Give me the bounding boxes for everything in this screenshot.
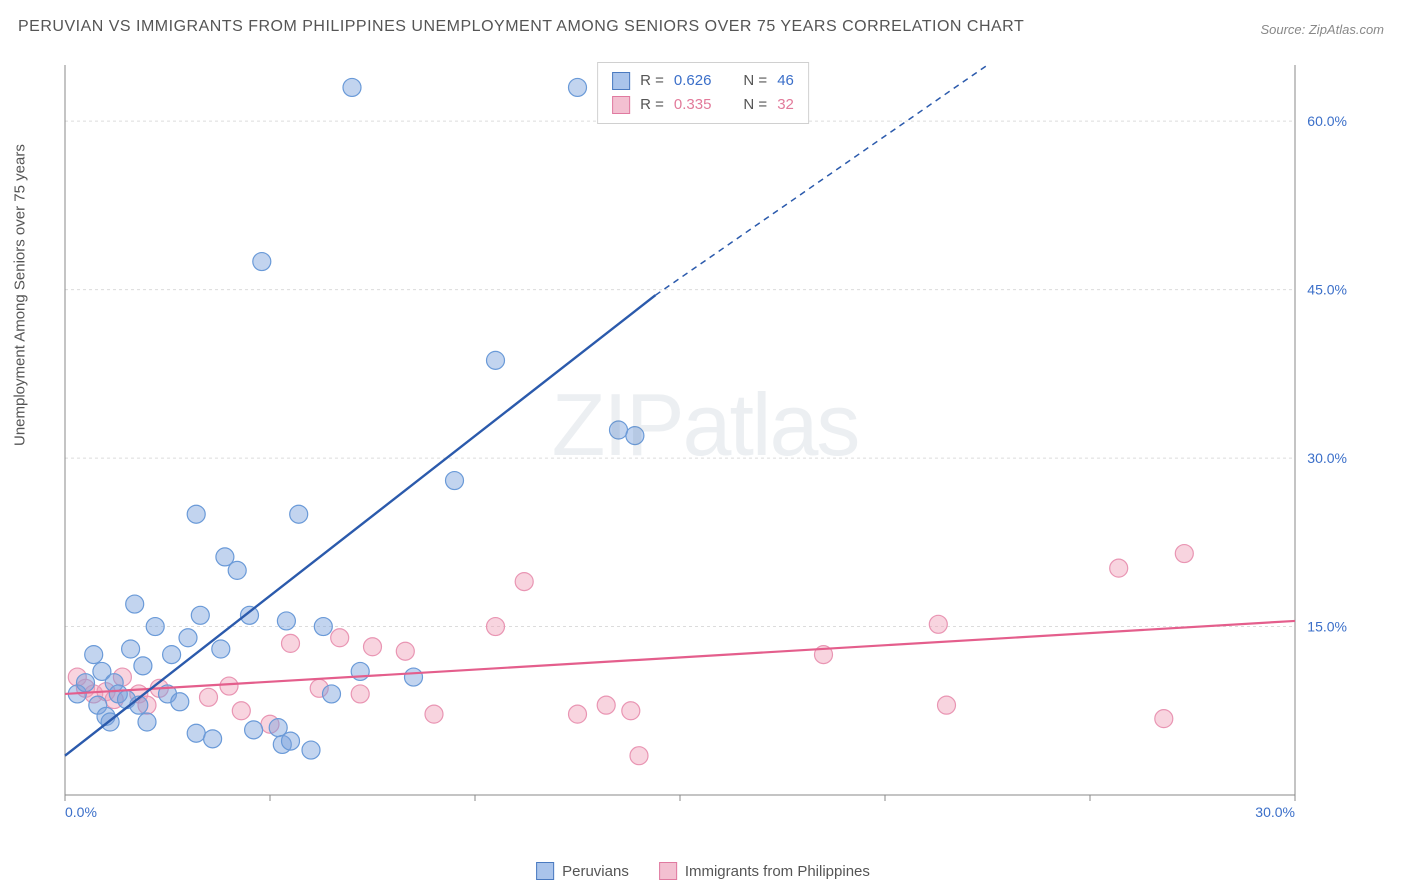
- chart-title: PERUVIAN VS IMMIGRANTS FROM PHILIPPINES …: [18, 18, 1024, 36]
- legend-label-peruvians: Peruvians: [562, 863, 629, 880]
- correlation-legend: R = 0.626 N = 46 R = 0.335 N = 32: [597, 62, 809, 124]
- plot-area: 15.0%30.0%45.0%60.0%0.0%30.0% ZIPatlas: [55, 55, 1355, 825]
- svg-text:0.0%: 0.0%: [65, 804, 97, 820]
- legend-item-peruvians: Peruvians: [536, 862, 629, 880]
- series-legend: Peruvians Immigrants from Philippines: [536, 862, 870, 880]
- chart-container: PERUVIAN VS IMMIGRANTS FROM PHILIPPINES …: [0, 0, 1406, 892]
- legend-item-philippines: Immigrants from Philippines: [659, 862, 870, 880]
- svg-text:15.0%: 15.0%: [1307, 619, 1347, 635]
- svg-text:30.0%: 30.0%: [1255, 804, 1295, 820]
- swatch-peruvians-icon: [536, 862, 554, 880]
- legend-label-philippines: Immigrants from Philippines: [685, 863, 870, 880]
- r-label: R =: [640, 69, 664, 93]
- svg-text:45.0%: 45.0%: [1307, 282, 1347, 298]
- svg-text:30.0%: 30.0%: [1307, 450, 1347, 466]
- r-value-philippines: 0.335: [674, 93, 712, 117]
- n-value-peruvians: 46: [777, 69, 794, 93]
- source-label: Source: ZipAtlas.com: [1260, 22, 1384, 37]
- swatch-philippines: [612, 96, 630, 114]
- svg-text:60.0%: 60.0%: [1307, 113, 1347, 129]
- legend-row-philippines: R = 0.335 N = 32: [612, 93, 794, 117]
- swatch-peruvians: [612, 72, 630, 90]
- n-label: N =: [743, 69, 767, 93]
- swatch-philippines-icon: [659, 862, 677, 880]
- r-value-peruvians: 0.626: [674, 69, 712, 93]
- n-value-philippines: 32: [777, 93, 794, 117]
- scatter-plot: 15.0% 30.0% 45.0% 60.0% 0.0% 30.0%: [55, 55, 1355, 825]
- legend-row-peruvians: R = 0.626 N = 46: [612, 69, 794, 93]
- r-label: R =: [640, 93, 664, 117]
- n-label: N =: [743, 93, 767, 117]
- y-axis-label: Unemployment Among Seniors over 75 years: [12, 144, 29, 446]
